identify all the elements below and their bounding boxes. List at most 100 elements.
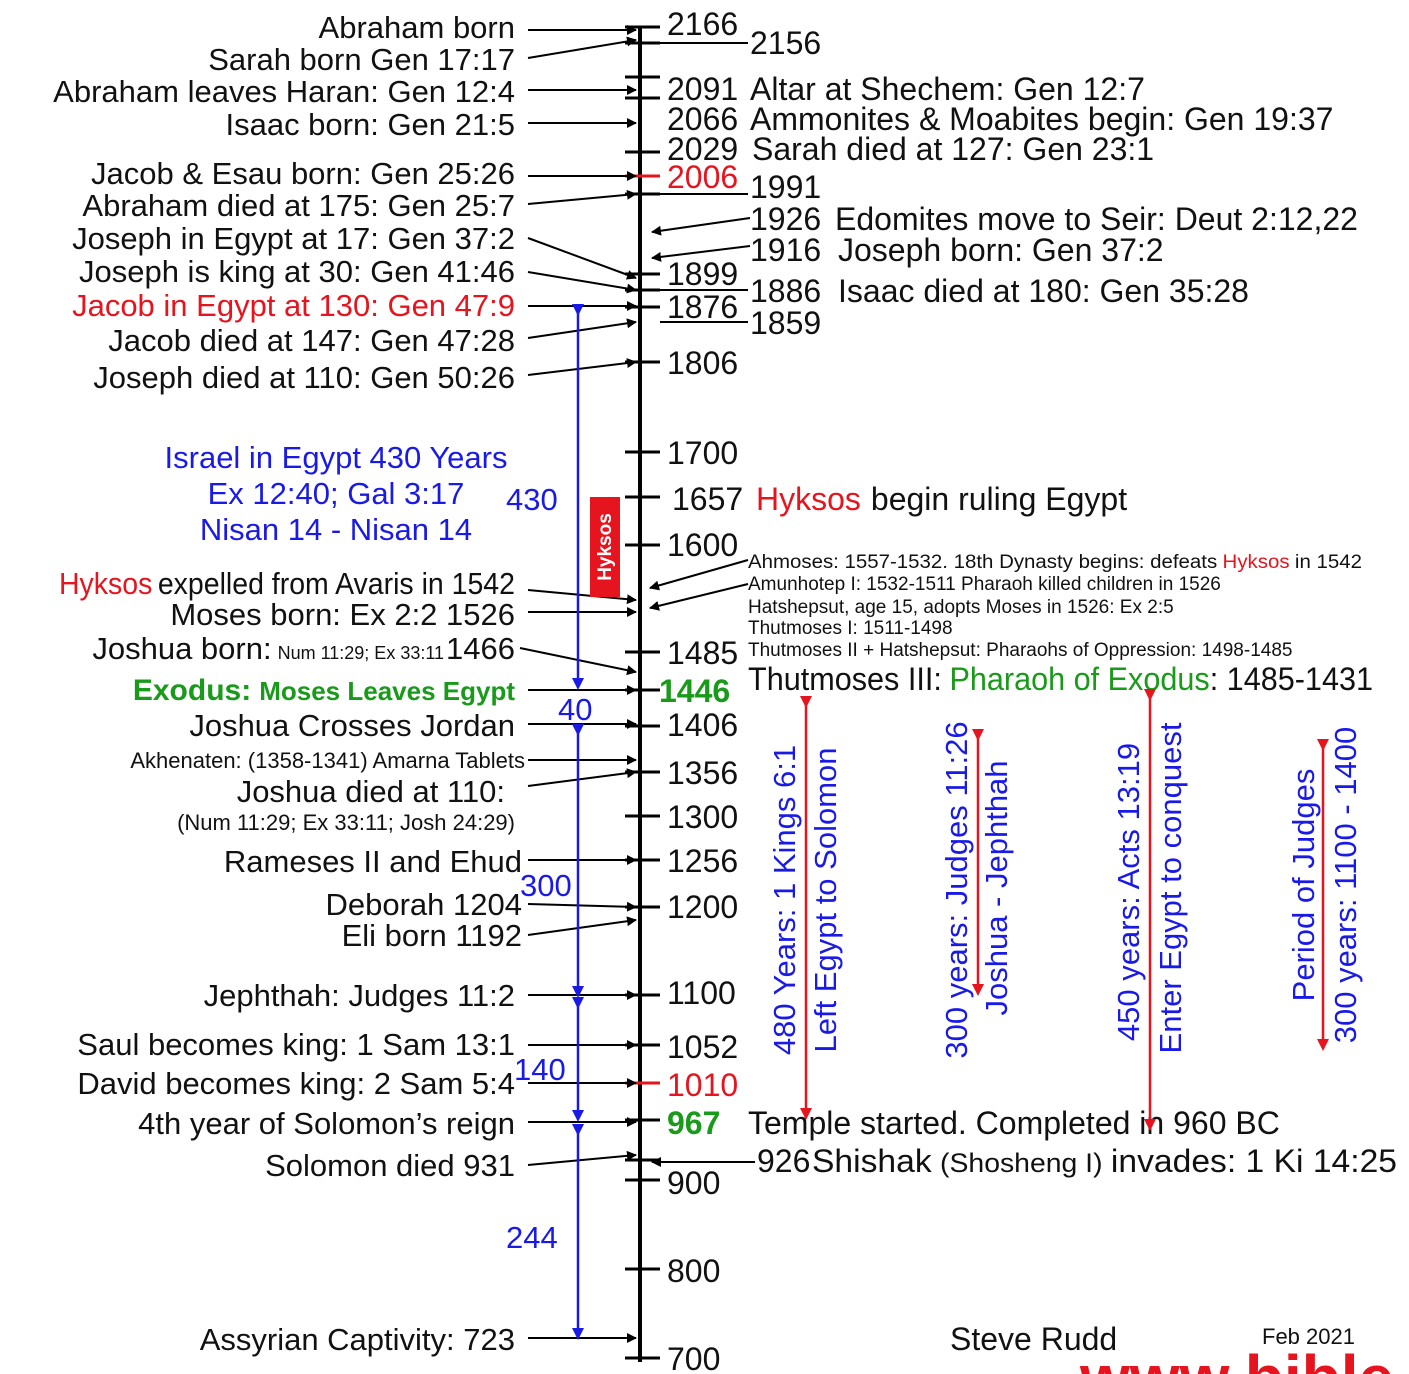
hyksos-expelled-text: expelled from Avaris in 1542 [158, 566, 515, 601]
event-abraham-born: Abraham born [319, 10, 515, 45]
year-2166: 2166 [667, 6, 738, 42]
note-300-a: 300 years: Judges 11:26 [939, 721, 974, 1058]
note-450-a: 450 years: Acts 13:19 [1111, 743, 1146, 1041]
event-altar: Altar at Shechem: Gen 12:7 [750, 71, 1145, 107]
exodus-word: Exodus: [133, 674, 251, 707]
year-1876: 1876 [667, 289, 738, 325]
year-2029: 2029 [667, 131, 738, 167]
shishak-a: Shishak [812, 1143, 933, 1179]
year-1700: 1700 [667, 435, 738, 471]
event-isaac-died: Isaac died at 180: Gen 35:28 [838, 273, 1249, 309]
event-joshua-died-ref: (Num 11:29; Ex 33:11; Josh 24:29) [177, 810, 515, 835]
year-2006: 2006 [667, 159, 738, 195]
vertical-notes: 480 Years: 1 Kings 6:1 Left Egypt to Sol… [767, 721, 1363, 1058]
year-1991: 1991 [750, 169, 821, 205]
joshua-born-label: Joshua born: [92, 631, 271, 666]
shishak-b: (Shosheng I) [940, 1148, 1102, 1178]
shishak-c: invades: 1 Ki 14:25 [1111, 1143, 1397, 1179]
span-140: 140 [514, 1052, 566, 1087]
left-labels: Abraham born Sarah born Gen 17:17 Abraha… [53, 10, 525, 1357]
year-1300: 1300 [667, 799, 738, 835]
event-sarah-died: Sarah died at 127: Gen 23:1 [752, 131, 1154, 167]
event-thutmoses1: Thutmoses I: 1511-1498 [748, 618, 953, 639]
credit-site: www.bible.ca [1079, 1342, 1409, 1374]
event-ammonites: Ammonites & Moabites begin: Gen 19:37 [750, 101, 1333, 137]
year-1916: 1916 [750, 232, 821, 268]
credit: Steve Rudd Feb 2021 www.bible.ca [950, 1321, 1409, 1374]
year-1859: 1859 [750, 305, 821, 341]
note-judges-a: Period of Judges [1286, 769, 1321, 1002]
israel-egypt-line1: Israel in Egypt 430 Years [165, 440, 508, 475]
year-1886: 1886 [750, 273, 821, 309]
year-900: 900 [667, 1165, 720, 1201]
ahmoses-text-b: in 1542 [1295, 552, 1362, 573]
event-ahmoses: Ahmoses: 1557-1532. 18th Dynasty begins:… [748, 552, 1362, 573]
event-joshua-jordan: Joshua Crosses Jordan [189, 708, 515, 743]
year-labels: 2166 2156 2091 2066 2029 2006 1991 1926 … [659, 6, 821, 1374]
event-jacob-esau: Jacob & Esau born: Gen 25:26 [91, 156, 515, 191]
hyksos-box [590, 497, 620, 597]
event-joseph-died: Joseph died at 110: Gen 50:26 [93, 360, 515, 395]
year-2156: 2156 [750, 25, 821, 61]
year-1010: 1010 [667, 1067, 738, 1103]
thutmoses3-c: : 1485-1431 [1210, 661, 1373, 697]
event-akhenaten: Akhenaten: (1358-1341) Amarna Tablets [130, 748, 525, 773]
year-1806: 1806 [667, 345, 738, 381]
year-800: 800 [667, 1253, 720, 1289]
year-700: 700 [667, 1341, 720, 1374]
event-amunhotep: Amunhotep I: 1532-1511 Pharaoh killed ch… [748, 574, 1221, 595]
note-480-a: 480 Years: 1 Kings 6:1 [767, 745, 802, 1055]
span-430: 430 [506, 482, 558, 517]
year-967: 967 [667, 1105, 720, 1141]
event-eli: Eli born 1192 [342, 918, 522, 953]
event-temple: Temple started. Completed in 960 BC [748, 1105, 1280, 1141]
year-1200: 1200 [667, 889, 738, 925]
event-joseph-king: Joseph is king at 30: Gen 41:46 [79, 254, 515, 289]
red-span-arrows [800, 689, 1329, 1131]
span-labels: 430 40 300 140 244 [506, 482, 592, 1255]
note-judges-b: 300 years: 1100 - 1400 [1328, 727, 1363, 1044]
event-joshua-born: Joshua born: Num 11:29; Ex 33:111466 [92, 631, 515, 666]
event-hyksos-expelled: Hyksosexpelled from Avaris in 1542 [59, 566, 515, 601]
year-1100: 1100 [667, 975, 736, 1011]
event-jacob-egypt: Jacob in Egypt at 130: Gen 47:9 [72, 288, 515, 323]
israel-egypt-line2: Ex 12:40; Gal 3:17 [208, 476, 465, 511]
event-hatshepsut: Hatshepsut, age 15, adopts Moses in 1526… [748, 597, 1174, 618]
thutmoses3-a: Thutmoses III: [748, 661, 942, 697]
note-450-b: Enter Egypt to conquest [1153, 722, 1188, 1053]
event-thutmoses3: Thutmoses III:Pharaoh of Exodus: 1485-14… [748, 661, 1373, 697]
event-solomon-died: Solomon died 931 [265, 1148, 515, 1183]
event-david: David becomes king: 2 Sam 5:4 [77, 1066, 515, 1101]
event-saul: Saul becomes king: 1 Sam 13:1 [77, 1027, 515, 1062]
year-1600: 1600 [667, 527, 738, 563]
event-joshua-died: Joshua died at 110: [237, 774, 505, 809]
israel-egypt-line3: Nisan 14 - Nisan 14 [200, 512, 472, 547]
thutmoses3-b: Pharaoh of Exodus [949, 661, 1209, 697]
event-abraham-died: Abraham died at 175: Gen 25:7 [82, 188, 515, 223]
event-jacob-died: Jacob died at 147: Gen 47:28 [108, 323, 515, 358]
year-1356: 1356 [667, 755, 738, 791]
year-1899: 1899 [667, 256, 738, 292]
year-1256: 1256 [667, 843, 738, 879]
axis-ticks [625, 25, 660, 1360]
event-jephthah: Jephthah: Judges 11:2 [204, 978, 515, 1013]
hyksos-box-label: Hyksos [595, 513, 616, 581]
event-deborah: Deborah 1204 [326, 887, 523, 922]
year-1052: 1052 [667, 1029, 738, 1065]
year-1406: 1406 [667, 707, 738, 743]
exodus-text: Moses Leaves Egypt [259, 676, 515, 706]
note-480-b: Left Egypt to Solomon [808, 747, 843, 1052]
credit-author: Steve Rudd [950, 1321, 1117, 1357]
event-exodus: Exodus: Moses Leaves Egypt [133, 674, 515, 707]
year-1657: 1657 [672, 481, 743, 517]
year-1446: 1446 [659, 673, 730, 709]
event-thutmoses2: Thutmoses II + Hatshepsut: Pharaohs of O… [748, 640, 1292, 661]
note-300-b: Joshua - Jephthah [979, 760, 1014, 1015]
event-edomites: Edomites move to Seir: Deut 2:12,22 [835, 201, 1358, 237]
event-assyrian: Assyrian Captivity: 723 [200, 1322, 515, 1357]
event-hyksos-rule: Hyksos begin ruling Egypt [756, 481, 1127, 517]
event-abraham-leaves: Abraham leaves Haran: Gen 12:4 [53, 74, 515, 109]
year-1485: 1485 [667, 635, 738, 671]
joshua-born-year: 1466 [446, 631, 515, 666]
